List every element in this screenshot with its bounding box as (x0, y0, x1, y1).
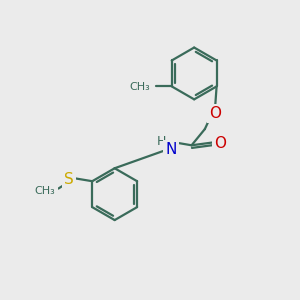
Text: N: N (165, 142, 177, 157)
Text: S: S (64, 172, 74, 187)
Text: O: O (214, 136, 226, 151)
Text: CH₃: CH₃ (35, 186, 56, 196)
Text: CH₃: CH₃ (130, 82, 150, 92)
Text: O: O (209, 106, 221, 121)
Text: H: H (157, 135, 167, 148)
